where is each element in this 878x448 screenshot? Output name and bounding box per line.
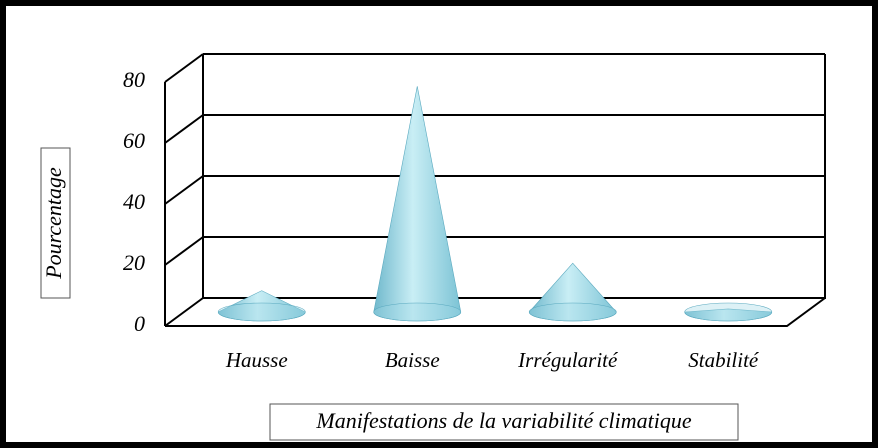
plot-area: 0 20 40 60 80 Hausse Baisse Irrégularité Stabili… (123, 53, 826, 372)
x-tick-label: Hausse (225, 348, 288, 372)
cone-base (684, 302, 773, 322)
grid-line (164, 297, 204, 327)
cone-base (373, 302, 462, 322)
cone (217, 290, 306, 322)
grid-line (164, 114, 204, 144)
cone-base (528, 302, 617, 322)
floor (165, 297, 826, 327)
grid-line (164, 236, 204, 266)
x-tick-label: Stabilité (688, 348, 760, 372)
y-tick-label: 60 (123, 128, 145, 153)
x-axis-title: Manifestations de la variabilité climati… (315, 408, 691, 433)
y-axis-title: Pourcentage (41, 167, 66, 280)
y-tick-label: 20 (123, 250, 145, 275)
x-tick-label: Baisse (385, 348, 440, 372)
cone (528, 262, 617, 322)
x-tick-label: Irrégularité (517, 348, 619, 372)
y-tick-label: 40 (123, 189, 145, 214)
x-title-box (269, 403, 739, 441)
cone (684, 302, 773, 322)
y-tick-label: 0 (134, 311, 145, 336)
cone (373, 86, 462, 322)
grid-line (164, 53, 204, 83)
y-title-box (40, 147, 71, 299)
grid-line (164, 175, 204, 205)
cone-base (217, 302, 306, 322)
y-tick-label: 80 (123, 67, 145, 92)
